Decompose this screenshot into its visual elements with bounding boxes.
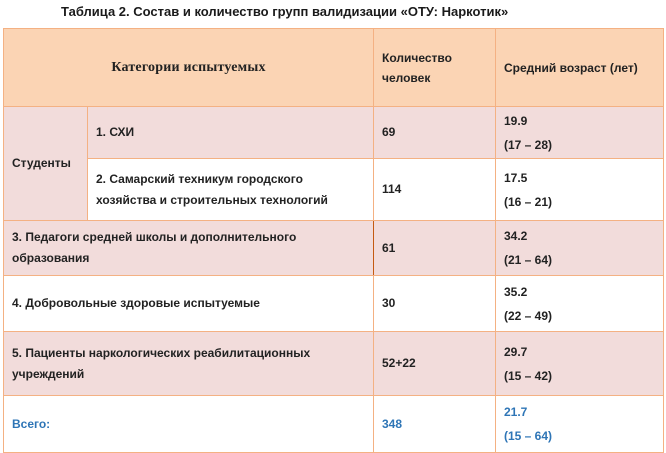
row-age: 19.9 (17 – 28) [495, 106, 664, 159]
row-category: 4. Добровольные здоровые испытуемые [3, 275, 374, 332]
row-age: 29.7 (15 – 42) [495, 331, 664, 396]
row-count: 30 [373, 275, 496, 332]
age-range: (15 – 64) [504, 429, 553, 443]
total-count: 348 [373, 395, 496, 453]
total-age: 21.7 (15 – 64) [495, 395, 664, 453]
header-age: Средний возраст (лет) [495, 28, 664, 107]
row-count: 114 [373, 158, 496, 221]
row-category: 5. Пациенты наркологических реабилитацио… [3, 331, 374, 396]
age-mean: 35.2 [504, 284, 528, 299]
table-row: 2. Самарский техникум городского хозяйст… [4, 158, 664, 221]
total-row: Всего: 348 21.7 (15 – 64) [3, 395, 664, 453]
row-count: 52+22 [373, 331, 496, 396]
age-range: (22 – 49) [504, 308, 553, 323]
table-row: 4. Добровольные здоровые испытуемые 30 3… [3, 275, 664, 332]
row-age: 17.5 (16 – 21) [495, 158, 664, 221]
header-category: Категории испытуемых [3, 28, 374, 107]
row-category: 3. Педагоги средней школы и дополнительн… [3, 220, 374, 276]
table-row: 5. Пациенты наркологических реабилитацио… [3, 331, 664, 396]
row-count: 61 [373, 220, 496, 276]
validation-groups-table: Категории испытуемых Количество человек … [3, 28, 664, 453]
age-mean: 21.7 [504, 405, 528, 419]
group-students: Студенты [3, 106, 88, 221]
age-range: (15 – 42) [504, 368, 553, 383]
age-mean: 34.2 [504, 229, 528, 243]
table-row: Студенты 1. СХИ 69 19.9 (17 – 28) [3, 106, 664, 221]
age-mean: 29.7 [504, 344, 528, 359]
row-category: 2. Самарский техникум городского хозяйст… [87, 158, 374, 221]
row-count: 69 [373, 106, 496, 159]
row-age: 34.2 (21 – 64) [495, 220, 664, 276]
age-range: (17 – 28) [504, 137, 553, 152]
table-caption: Таблица 2. Состав и количество групп вал… [61, 4, 509, 19]
age-mean: 17.5 [504, 170, 528, 185]
table-header-row: Категории испытуемых Количество человек … [3, 28, 664, 107]
row-category: 1. СХИ [87, 106, 374, 159]
header-count: Количество человек [373, 28, 496, 107]
age-range: (16 – 21) [504, 194, 553, 209]
table-row: 3. Педагоги средней школы и дополнительн… [3, 220, 664, 276]
row-age: 35.2 (22 – 49) [495, 275, 664, 332]
age-range: (21 – 64) [504, 253, 553, 267]
total-label: Всего: [3, 395, 374, 453]
age-mean: 19.9 [504, 113, 528, 128]
